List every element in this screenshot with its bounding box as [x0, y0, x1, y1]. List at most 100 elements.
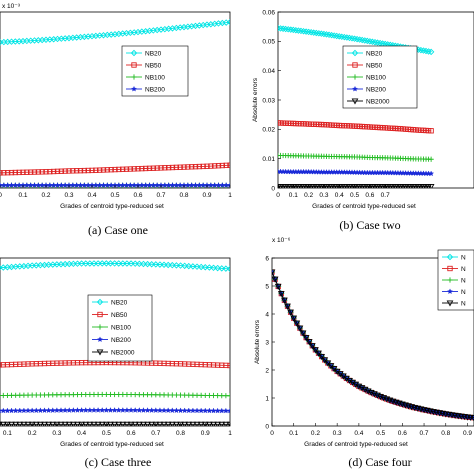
data-point: [35, 169, 41, 175]
data-point: [428, 156, 434, 162]
data-point: [8, 421, 15, 426]
data-point: [111, 421, 118, 426]
chart-panel-2: 0 0.1 0.2 0.3 0.4 0.5 0.6 0.7 0 0.01 0.02 0.03 0.04 0…: [252, 9, 474, 232]
data-point: [16, 421, 24, 426]
legend-marker: [131, 85, 137, 92]
x-tick-label: 1: [228, 192, 232, 199]
legend-marker: [130, 49, 138, 57]
x-tick-label: 1: [228, 430, 232, 437]
data-point: [120, 166, 126, 172]
data-point: [127, 260, 135, 267]
x-tick-label: 0.9: [463, 430, 472, 437]
legend-label: N: [461, 277, 466, 284]
data-point: [177, 262, 184, 269]
x-tick-label: 0.4: [77, 430, 86, 437]
data-point: [57, 421, 65, 426]
x-axis-label: Grades of centroid type-reduced set: [60, 441, 164, 448]
legend: NB20 NB50 NB100 NB200 NB2000: [87, 294, 153, 362]
data-point: [74, 168, 80, 174]
data-point: [82, 421, 90, 426]
x-tick-label: 0.4: [335, 192, 344, 199]
data-point: [104, 167, 110, 173]
legend-label: NB200: [366, 86, 386, 93]
axis-exponent-label: x 10⁻³: [2, 3, 21, 10]
data-point: [215, 163, 222, 169]
data-point: [127, 421, 135, 426]
data-point: [70, 421, 77, 426]
x-tick-label: 0.7: [156, 192, 165, 199]
legend-label: NB100: [145, 74, 165, 81]
data-point: [206, 421, 213, 426]
plot-frame: [0, 11, 231, 189]
data-point: [164, 421, 172, 426]
data-point: [296, 325, 304, 332]
data-point: [49, 421, 57, 426]
data-point: [146, 165, 153, 171]
x-tick-label: 0.5: [376, 430, 385, 437]
legend-marker: [351, 98, 359, 105]
data-point: [156, 421, 164, 426]
data-point: [189, 421, 197, 426]
data-point: [81, 167, 87, 174]
data-point: [116, 166, 122, 173]
y-tick-label: 0: [271, 185, 275, 192]
data-point: [177, 164, 183, 170]
data-point: [299, 330, 307, 337]
x-tick-label: 0.9: [201, 430, 210, 437]
data-point: [97, 167, 103, 173]
data-point: [293, 320, 301, 327]
data-point: [62, 168, 68, 174]
data-point: [107, 421, 114, 426]
data-point: [74, 421, 81, 426]
series-line: [0, 21, 230, 43]
data-point: [202, 264, 209, 271]
series-line: [0, 362, 230, 366]
chart-panel-4: 0 0.1 0.2 0.3 0.4 0.5 0.6 0.7 0.8 0.9 0 1 2 3 4 5 6 Grade…: [254, 237, 474, 469]
data-point: [65, 421, 73, 426]
legend-label: NB2000: [111, 349, 135, 356]
data-point: [136, 260, 143, 268]
data-point: [274, 283, 282, 290]
y-tick-label: 4: [265, 311, 269, 318]
data-point: [115, 421, 123, 426]
x-tick-label: 0.8: [176, 430, 185, 437]
data-point: [140, 260, 147, 268]
data-point: [24, 421, 32, 426]
x-tick-label: 0.4: [87, 192, 96, 199]
data-point: [212, 163, 218, 169]
x-tick-label: 0.6: [365, 192, 374, 199]
x-tick-label: 0.1: [3, 430, 12, 437]
data-point: [158, 165, 164, 171]
data-point: [61, 421, 69, 426]
data-point: [193, 263, 201, 270]
data-point: [5, 170, 11, 176]
data-point: [318, 354, 326, 361]
data-point: [287, 309, 294, 316]
data-point: [290, 315, 298, 322]
data-point: [160, 261, 168, 269]
data-point: [324, 360, 332, 367]
data-point: [272, 269, 276, 276]
data-point: [58, 168, 64, 174]
x-tick-label: 0.6: [133, 192, 142, 199]
x-tick-label: 0.5: [350, 192, 359, 199]
y-tick-label: 0.06: [262, 9, 275, 16]
chart-panel-3: 0.1 0.2 0.3 0.4 0.5 0.6 0.7 0.8 0.9 1 Grades of ce…: [0, 257, 232, 469]
data-point: [51, 168, 57, 175]
data-point: [127, 166, 133, 172]
x-tick-label: 0.4: [354, 430, 363, 437]
legend-label: NB100: [111, 324, 131, 331]
data-point: [177, 421, 184, 426]
data-point: [123, 421, 131, 426]
legend-marker: [97, 311, 103, 318]
data-point: [227, 407, 230, 414]
series-nb50: [0, 162, 230, 176]
data-point: [135, 421, 143, 426]
data-point: [192, 164, 199, 170]
data-point: [302, 335, 310, 342]
data-point: [131, 260, 139, 267]
data-point: [119, 421, 127, 426]
data-point: [214, 421, 221, 426]
data-point: [197, 421, 205, 426]
x-tick-label: 0.1: [18, 192, 27, 199]
